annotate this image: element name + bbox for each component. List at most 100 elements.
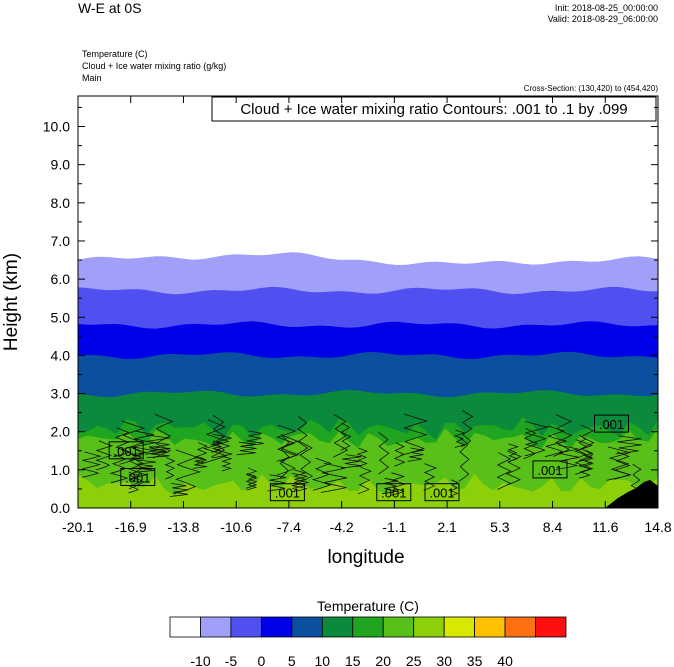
cloud-contour-line bbox=[381, 477, 398, 495]
contour-label: .001 bbox=[429, 486, 454, 501]
colorbar-swatch bbox=[413, 616, 445, 638]
cross-section-label: Cross-Section: (130,420) to (454,420) bbox=[523, 84, 658, 93]
y-axis: 0.0 1.0 2.0 3.0 4.0 5.0 6.0 7.0 8.0 9.0 10.0 bbox=[43, 106, 658, 516]
cloud-contour-line bbox=[145, 434, 170, 455]
y-tick-label: 0.0 bbox=[51, 500, 71, 516]
cloud-contour-line bbox=[448, 479, 459, 497]
cloud-contour-line bbox=[212, 433, 233, 459]
y-axis-title: Height (km) bbox=[1, 253, 22, 351]
x-tick-label: 8.4 bbox=[543, 519, 563, 535]
cloud-contour-line bbox=[245, 467, 258, 489]
y-tick-label: 3.0 bbox=[51, 386, 71, 402]
contour-labels: .001 .001 .001 .001 .001 .001 .001 bbox=[108, 414, 629, 502]
colorbar: -10 -5 0 5 10 15 20 25 30 35 40 bbox=[169, 616, 567, 667]
x-tick-label: -10.6 bbox=[220, 519, 252, 535]
cloud-contour-line bbox=[407, 447, 425, 462]
cloud-contour-line bbox=[461, 410, 474, 448]
x-tick-label: 5.3 bbox=[490, 519, 510, 535]
y-tick-label: 8.0 bbox=[51, 195, 71, 211]
plot-title: W-E at 0S bbox=[78, 0, 142, 16]
cloud-contour-line bbox=[128, 471, 141, 494]
cloud-contour-line bbox=[292, 469, 307, 489]
cloud-contour-line bbox=[296, 416, 309, 455]
cloud-contour-line bbox=[146, 446, 171, 458]
cloud-contour-line bbox=[164, 457, 176, 480]
cloud-contour-line bbox=[544, 425, 567, 458]
cloud-contour-line bbox=[578, 459, 593, 479]
x-axis-title: longitude bbox=[327, 547, 404, 568]
cloud-contour-line bbox=[211, 414, 226, 458]
cloud-contour-line bbox=[615, 435, 642, 455]
colorbar-label: 15 bbox=[345, 653, 361, 667]
colorbar-swatch bbox=[443, 616, 476, 638]
cloud-contour-line bbox=[169, 483, 189, 497]
x-axis: -20.1 -16.9 -13.8 -10.6 -7.4 -4.2 -1.1 2.1 5.3 8.… bbox=[62, 96, 672, 535]
x-tick-label: 11.6 bbox=[592, 519, 618, 535]
contour-info-text: Cloud + Ice water mixing ratio Contours:… bbox=[240, 101, 627, 118]
terrain bbox=[605, 480, 658, 508]
temperature-band bbox=[78, 473, 658, 508]
cloud-contour-line bbox=[210, 440, 223, 453]
contour-info-box: Cloud + Ice water mixing ratio Contours:… bbox=[211, 96, 657, 122]
colorbar-label: 10 bbox=[315, 653, 331, 667]
cloud-contour-line bbox=[82, 451, 102, 478]
cloud-contour-line bbox=[524, 421, 549, 457]
y-tick-label: 5.0 bbox=[51, 309, 71, 325]
cloud-contour-line bbox=[267, 474, 287, 492]
cloud-contour-line bbox=[606, 446, 632, 481]
cloud-contour-line bbox=[357, 466, 373, 495]
cloud-contour-line bbox=[400, 413, 429, 456]
cloud-contour-line bbox=[130, 430, 156, 456]
y-tick-label: 2.0 bbox=[51, 424, 71, 440]
contour-label: .001 bbox=[599, 417, 624, 432]
colorbar-swatch bbox=[504, 616, 536, 638]
contour-label: .001 bbox=[537, 463, 562, 478]
x-tick-label: -7.4 bbox=[277, 519, 301, 535]
temperature-fill bbox=[78, 252, 658, 508]
cloud-contour-line bbox=[195, 442, 208, 464]
cloud-contour-line bbox=[583, 450, 594, 467]
y-tick-label: 4.0 bbox=[51, 347, 71, 363]
field-name-temperature: Temperature (C) bbox=[82, 49, 148, 59]
colorbar-swatch bbox=[260, 616, 293, 638]
colorbar-swatch bbox=[291, 616, 323, 638]
contour-label: .001 bbox=[114, 444, 139, 459]
contour-label-box bbox=[532, 460, 568, 479]
cloud-contour-line bbox=[507, 443, 520, 463]
x-tick-label: -13.8 bbox=[167, 519, 199, 535]
y-tick-label: 6.0 bbox=[51, 271, 71, 287]
colorbar-swatch bbox=[535, 616, 567, 638]
cloud-contour-line bbox=[246, 473, 258, 491]
cloud-contour-line bbox=[356, 447, 369, 467]
contour-label-box bbox=[594, 414, 629, 433]
cloud-contour-line bbox=[340, 422, 352, 451]
cloud-contour-line bbox=[298, 440, 314, 484]
cloud-contour-line bbox=[276, 434, 300, 476]
contour-label: .001 bbox=[125, 471, 150, 486]
colorbar-label: -10 bbox=[190, 653, 210, 667]
contour-label-box bbox=[108, 441, 144, 460]
colorbar-title: Temperature (C) bbox=[317, 598, 419, 614]
cloud-contour-line bbox=[119, 420, 146, 465]
cloud-contour-line bbox=[579, 424, 595, 462]
cloud-contour-line bbox=[505, 450, 522, 486]
x-tick-label: -20.1 bbox=[62, 519, 94, 535]
valid-time: Valid: 2018-08-29_06:00:00 bbox=[547, 14, 658, 24]
cloud-contour-line bbox=[423, 463, 438, 491]
colorbar-swatch bbox=[200, 616, 232, 638]
colorbar-swatch bbox=[321, 616, 354, 638]
cloud-contour-line bbox=[341, 454, 362, 469]
contour-label-box bbox=[269, 483, 305, 502]
colorbar-label: 0 bbox=[258, 653, 266, 667]
cloud-contour-line bbox=[523, 427, 539, 460]
y-tick-label: 9.0 bbox=[51, 157, 71, 173]
colorbar-swatch bbox=[474, 616, 506, 638]
x-tick-label: -1.1 bbox=[382, 519, 406, 535]
contour-label-box bbox=[376, 483, 412, 502]
cloud-contour-line bbox=[245, 430, 265, 447]
colorbar-swatch bbox=[382, 616, 415, 638]
field-name-cloud: Cloud + Ice water mixing ratio (g/kg) bbox=[82, 61, 227, 71]
cloud-contour-line bbox=[333, 414, 349, 458]
colorbar-label: -5 bbox=[225, 653, 238, 667]
